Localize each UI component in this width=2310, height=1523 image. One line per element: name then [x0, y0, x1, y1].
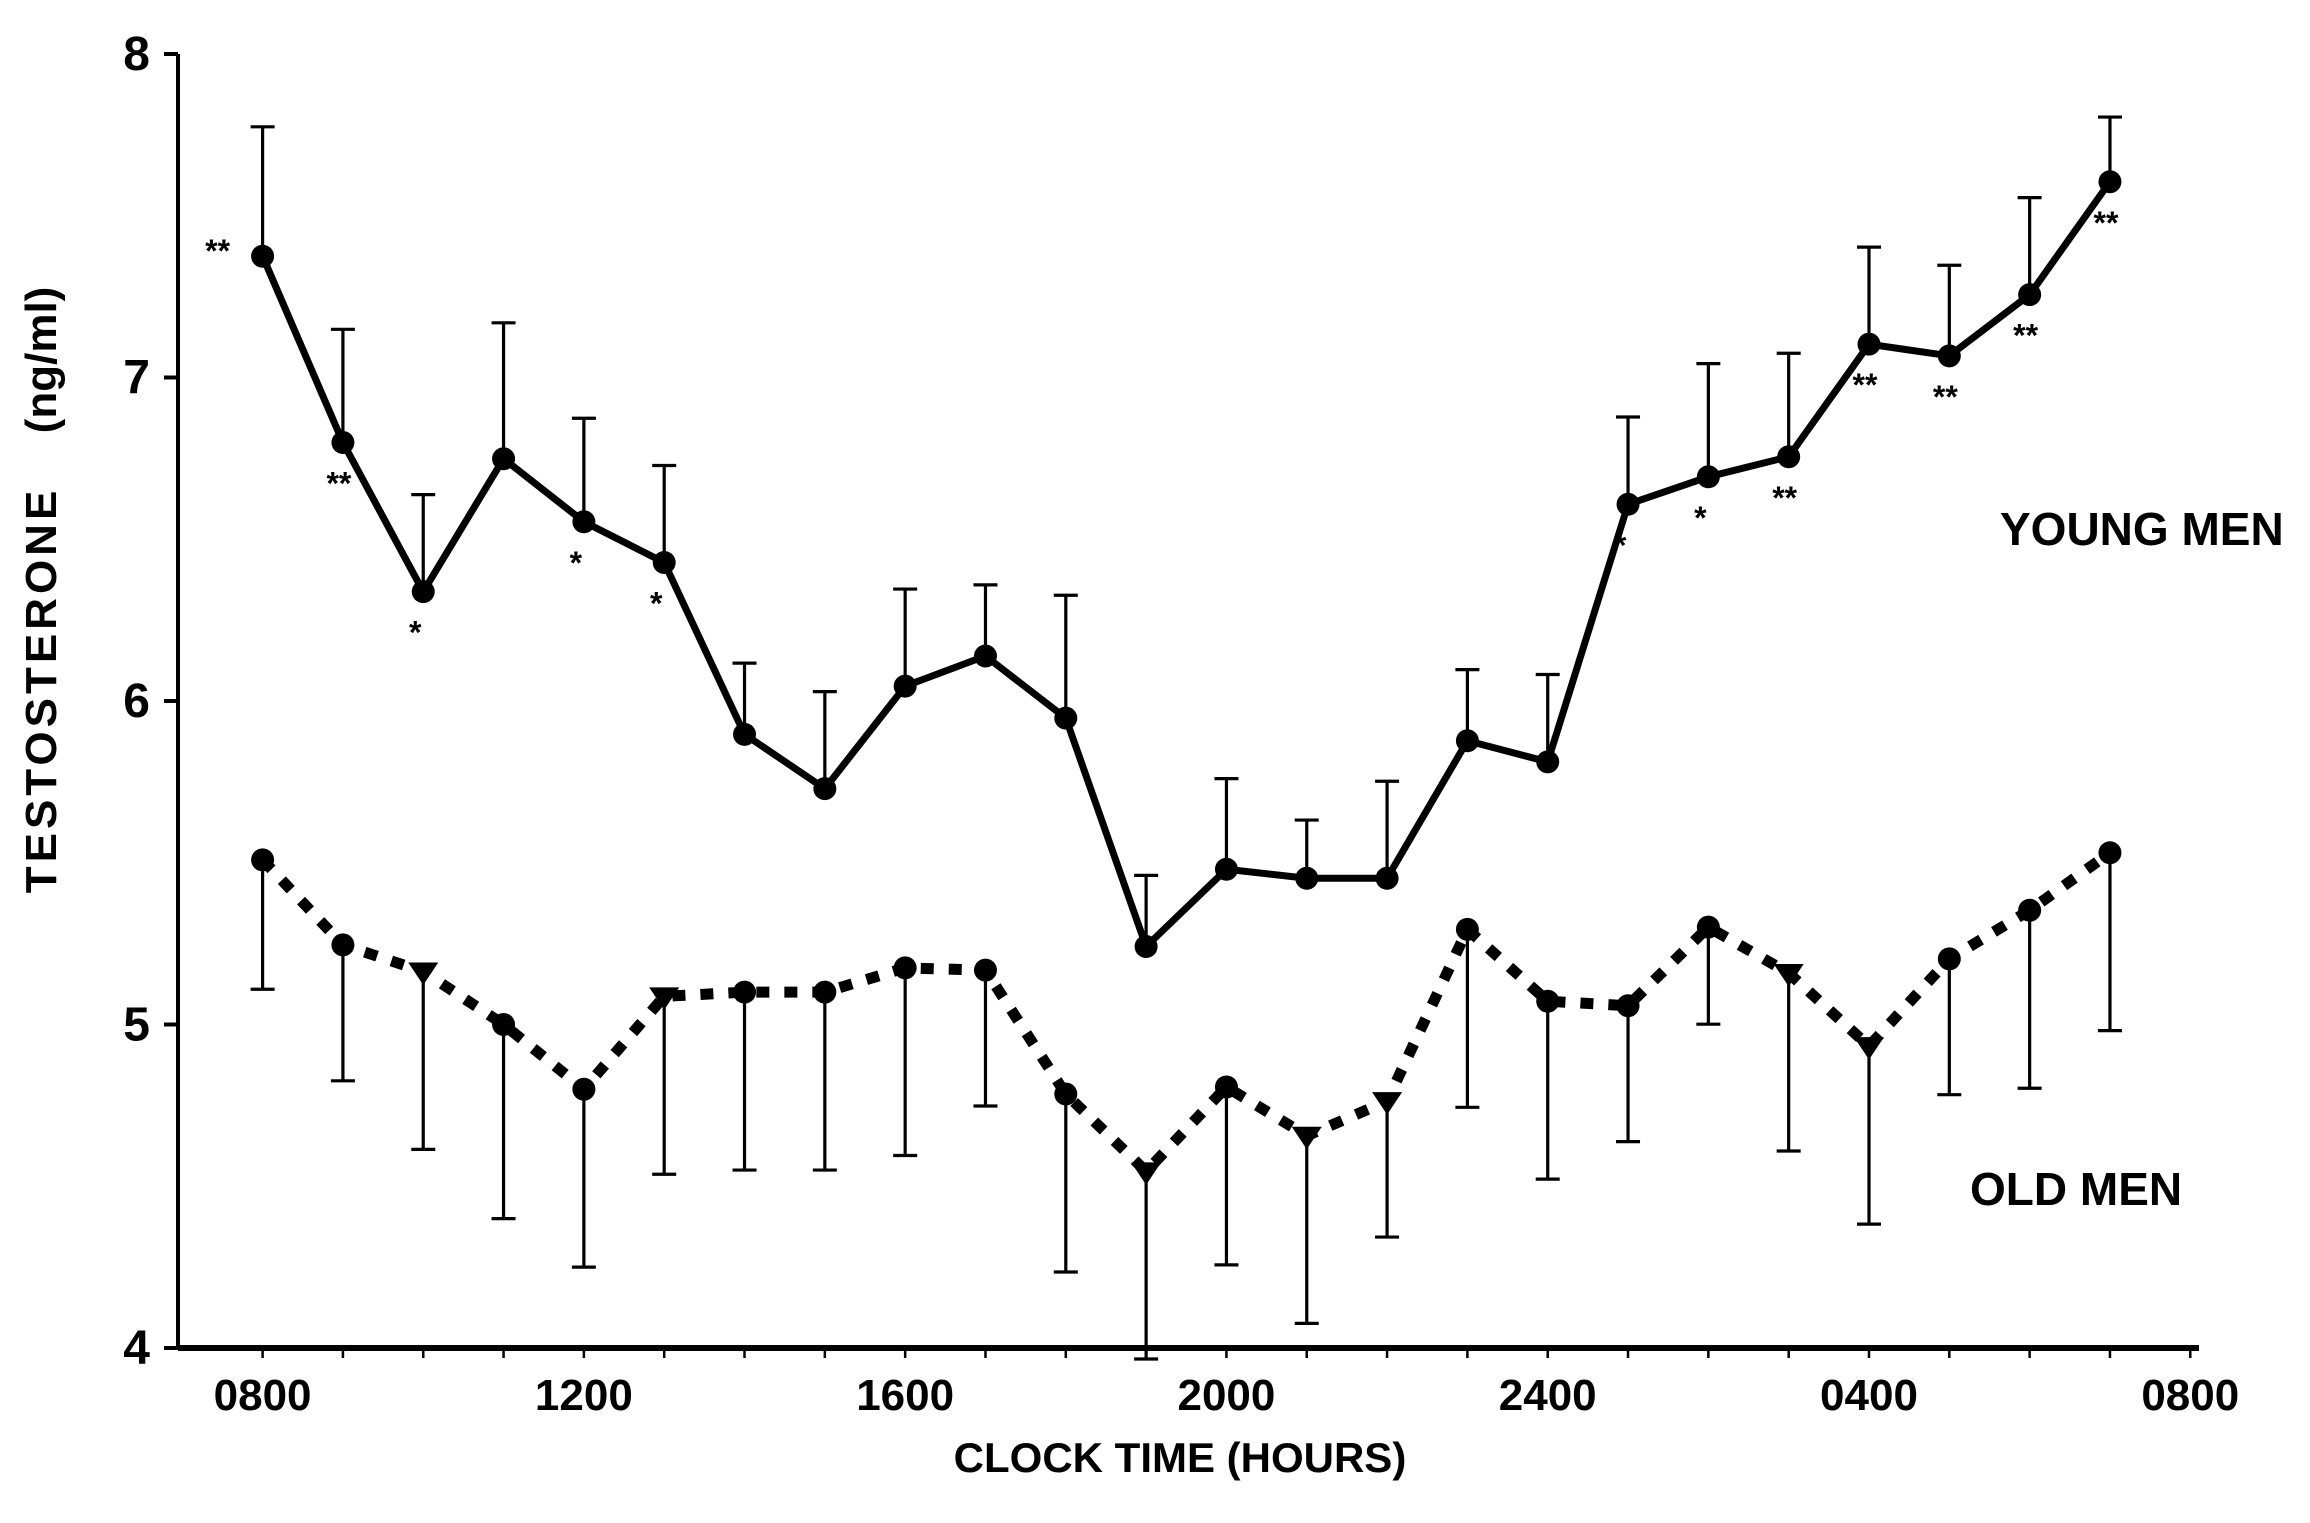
svg-text:YOUNG MEN: YOUNG MEN	[2000, 503, 2284, 555]
svg-text:1200: 1200	[535, 1371, 633, 1420]
svg-text:OLD MEN: OLD MEN	[1970, 1163, 2182, 1215]
svg-text:8: 8	[123, 28, 150, 81]
svg-text:**: **	[1853, 367, 1878, 403]
svg-text:**: **	[2094, 205, 2119, 241]
svg-text:0400: 0400	[1820, 1371, 1918, 1420]
svg-text:*: *	[409, 615, 422, 651]
svg-text:5: 5	[123, 999, 150, 1052]
svg-text:0800: 0800	[2141, 1371, 2239, 1420]
svg-text:0800: 0800	[214, 1371, 312, 1420]
svg-text:*: *	[1614, 527, 1627, 563]
svg-text:**: **	[2013, 318, 2038, 354]
svg-text:4: 4	[123, 1322, 150, 1375]
svg-text:TESTOSTERONE: TESTOSTERONE	[17, 487, 66, 894]
svg-text:CLOCK TIME (HOURS): CLOCK TIME (HOURS)	[954, 1434, 1407, 1481]
svg-text:*: *	[1694, 500, 1707, 536]
svg-text:**: **	[205, 233, 230, 269]
svg-text:1600: 1600	[856, 1371, 954, 1420]
svg-text:2400: 2400	[1499, 1371, 1597, 1420]
svg-text:2000: 2000	[1177, 1371, 1275, 1420]
svg-text:**: **	[1772, 480, 1797, 516]
svg-text:6: 6	[123, 675, 150, 728]
svg-text:*: *	[650, 586, 663, 622]
svg-text:(ng/ml): (ng/ml)	[17, 287, 66, 434]
svg-text:**: **	[326, 466, 351, 502]
svg-text:**: **	[1933, 379, 1958, 415]
svg-text:7: 7	[123, 352, 150, 405]
svg-text:*: *	[570, 545, 583, 581]
